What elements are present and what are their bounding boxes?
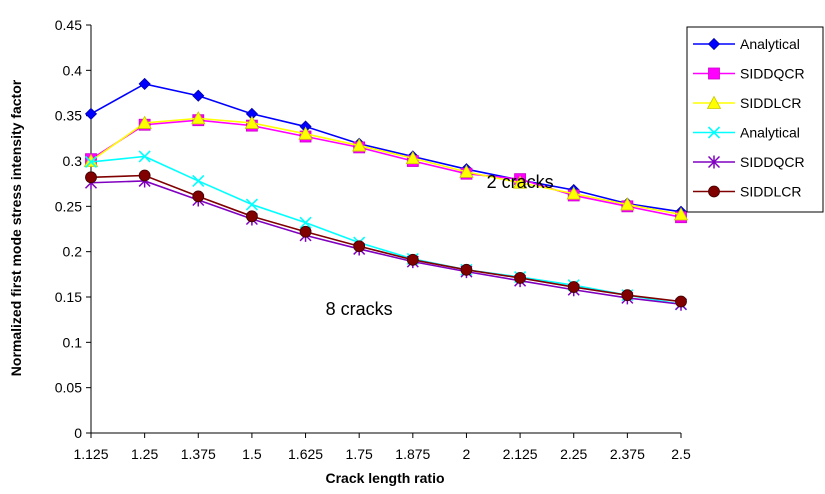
legend-item: SIDDLCR — [693, 184, 801, 200]
data-point — [514, 272, 526, 284]
series-line — [90, 119, 682, 218]
data-point — [567, 281, 580, 293]
legend-box — [686, 26, 824, 213]
series-line — [90, 83, 682, 213]
annotations: 2 cracks 8 cracks — [326, 172, 554, 319]
legend-swatch-marker — [708, 67, 720, 80]
x-tick-label: 2.25 — [560, 446, 587, 462]
y-tick-label: 0.15 — [55, 289, 82, 305]
y-tick-label: 0.05 — [55, 380, 82, 396]
series-line — [90, 155, 682, 306]
legend-label: Analytical — [740, 125, 800, 141]
data-point — [298, 126, 313, 140]
data-point — [353, 240, 366, 253]
y-tick-label: 0.2 — [63, 244, 83, 260]
data-point — [137, 115, 152, 129]
data-point — [406, 253, 419, 266]
data-point — [138, 77, 151, 90]
data-point — [352, 138, 367, 152]
data-point — [192, 89, 205, 102]
annotation-label: 2 cracks — [487, 172, 554, 192]
data-point — [192, 190, 205, 203]
data-point — [675, 295, 687, 308]
data-point — [244, 115, 260, 129]
axes: 0 0.05 0.1 0.15 0.2 0.25 0.3 0.35 0.4 0.45 1.125 1.… — [55, 17, 691, 462]
series-layer — [83, 77, 689, 311]
y-tick-label: 0.45 — [55, 17, 82, 33]
data-point — [138, 169, 151, 182]
legend-label: SIDDLCR — [740, 95, 801, 111]
series-3 — [83, 111, 689, 221]
data-point — [85, 171, 97, 184]
series-line — [90, 117, 682, 216]
legend-swatch-marker — [707, 37, 721, 51]
legend-label: SIDDQCR — [740, 154, 805, 170]
y-axis-title: Normalized first mode stress intensity f… — [8, 79, 24, 376]
data-point — [192, 174, 205, 188]
data-point — [512, 175, 528, 189]
legend-item: SIDDQCR — [693, 66, 805, 82]
legend-item: SIDDQCR — [693, 154, 805, 170]
data-point — [460, 263, 473, 276]
data-point — [83, 153, 99, 167]
data-point — [459, 164, 474, 178]
y-tick-label: 0.25 — [55, 198, 82, 214]
legend-swatch-marker — [706, 95, 722, 109]
legend-label: Analytical — [740, 36, 800, 52]
annotation-label: 8 cracks — [326, 299, 393, 319]
y-tick-label: 0.35 — [55, 108, 82, 124]
legend-swatch-marker — [708, 185, 720, 198]
legend-swatch-marker — [707, 155, 721, 169]
series-4 — [84, 150, 688, 311]
x-tick-label: 1.25 — [131, 446, 158, 462]
y-tick-label: 0.1 — [63, 334, 83, 350]
legend-label: SIDDLCR — [740, 184, 801, 200]
data-point — [621, 289, 634, 302]
data-point — [405, 150, 420, 165]
data-point — [138, 150, 151, 163]
x-tick-label: 1.5 — [242, 446, 262, 462]
data-point — [246, 210, 258, 223]
x-axis-title: Crack length ratio — [325, 470, 444, 486]
legend-swatch-marker — [707, 126, 721, 139]
data-point — [299, 225, 312, 238]
x-tick-label: 2.125 — [503, 446, 538, 462]
x-tick-label: 1.125 — [73, 446, 108, 462]
legend-item: SIDDLCR — [693, 95, 801, 111]
series-2 — [85, 114, 687, 224]
series-6 — [85, 169, 687, 308]
x-tick-label: 2 — [463, 446, 471, 462]
data-point — [245, 198, 258, 211]
legend-item: Analytical — [693, 36, 800, 52]
x-tick-label: 1.75 — [346, 446, 373, 462]
series-line — [90, 174, 682, 303]
legend: Analytical SIDDQCR SIDDLCR Analytical SIDDQC… — [686, 26, 824, 213]
series-1 — [84, 77, 688, 218]
x-tick-label: 1.375 — [181, 446, 216, 462]
legend-label: SIDDQCR — [740, 66, 805, 82]
data-point — [84, 155, 98, 168]
x-tick-label: 2.5 — [671, 446, 691, 462]
x-tick-label: 1.625 — [288, 446, 323, 462]
data-point — [299, 216, 312, 229]
data-point — [191, 111, 206, 125]
y-tick-label: 0.3 — [63, 153, 83, 169]
legend-item: Analytical — [693, 125, 800, 141]
data-point — [620, 197, 635, 211]
x-tick-label: 1.875 — [395, 446, 430, 462]
y-tick-label: 0 — [74, 425, 82, 441]
y-tick-label: 0.4 — [63, 62, 83, 78]
data-point — [84, 107, 98, 120]
x-tick-label: 2.375 — [610, 446, 645, 462]
series-line — [90, 180, 682, 306]
data-point — [673, 207, 689, 221]
data-point — [566, 186, 581, 200]
